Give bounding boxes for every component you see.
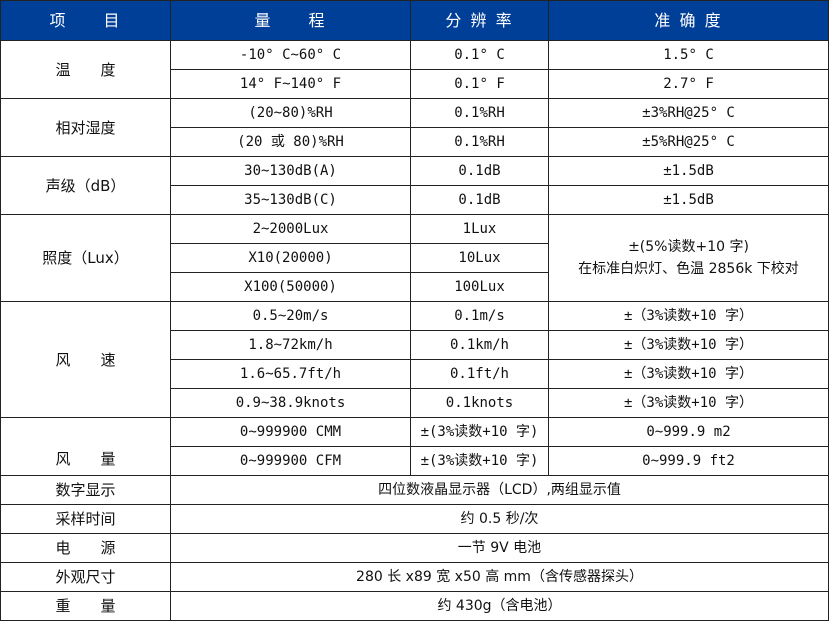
range-cell: 0.5~20m/s: [170, 301, 411, 331]
resolution-cell: 100Lux: [410, 272, 549, 302]
value-cell: 约 0.5 秒/次: [170, 504, 829, 534]
accuracy-cell: 1.5° C: [548, 40, 829, 70]
value-cell: 四位数液晶显示器（LCD）,两组显示值: [170, 475, 829, 505]
accuracy-line: 在标准白炽灯、色温 2856k 下校对: [578, 261, 799, 277]
resolution-cell: ±(3%读数+10 字): [410, 446, 549, 476]
range-cell: X10(20000): [170, 243, 411, 273]
row-label: 风 速: [0, 301, 171, 418]
resolution-cell: 0.1dB: [410, 156, 549, 186]
range-cell: (20~80)%RH: [170, 98, 411, 128]
table-row: 0~999900 CFM ±(3%读数+10 字) 0~999.9 ft2: [1, 446, 829, 476]
range-cell: 0.9~38.9knots: [170, 388, 411, 418]
table-row: X100(50000) 100Lux: [1, 272, 829, 302]
accuracy-cell: ±1.5dB: [548, 156, 829, 186]
range-cell: 14° F~140° F: [170, 69, 411, 99]
value-cell: 一节 9V 电池: [170, 533, 829, 563]
accuracy-cell: ±1.5dB: [548, 185, 829, 215]
accuracy-cell: 2.7° F: [548, 69, 829, 99]
accuracy-cell: ±（3%读数+10 字）: [548, 388, 829, 418]
table-row: 数字显示 四位数液晶显示器（LCD）,两组显示值: [0, 475, 829, 505]
table-row: 1.6~65.7ft/h 0.1ft/h ±（3%读数+10 字）: [1, 359, 829, 389]
accuracy-cell: ±(5%读数+10 字) 在标准白炽灯、色温 2856k 下校对: [548, 214, 829, 302]
table-row: 1.8~72km/h 0.1km/h ±（3%读数+10 字）: [1, 330, 829, 360]
header-range: 量 程: [170, 0, 411, 41]
resolution-cell: 0.1° C: [410, 40, 549, 70]
range-cell: 35~130dB(C): [170, 185, 411, 215]
resolution-cell: 1Lux: [410, 214, 549, 244]
accuracy-cell: 0~999.9 m2: [548, 417, 829, 447]
table-row: 重 量约 430g（含电池）: [0, 591, 829, 621]
range-cell: 1.8~72km/h: [170, 330, 411, 360]
accuracy-line: ±(5%读数+10 字): [628, 239, 749, 255]
table-row: (20 或 80)%RH 0.1%RH ±5%RH@25° C: [1, 127, 829, 157]
resolution-cell: 0.1ft/h: [410, 359, 549, 389]
table-row: 温 度 -10° C~60° C 0.1° C 1.5° C: [0, 40, 829, 99]
row-label: 电 源: [0, 533, 171, 563]
range-cell: (20 或 80)%RH: [170, 127, 411, 157]
resolution-cell: 0.1knots: [410, 388, 549, 418]
resolution-cell: 10Lux: [410, 243, 549, 273]
range-cell: 1.6~65.7ft/h: [170, 359, 411, 389]
row-label: 温 度: [0, 40, 171, 99]
range-cell: 0~999900 CMM: [170, 417, 411, 447]
header-item: 项 目: [0, 0, 171, 41]
row-label: 声级（dB）: [0, 156, 171, 215]
accuracy-cell: ±5%RH@25° C: [548, 127, 829, 157]
header-accuracy: 准 确 度: [548, 0, 829, 41]
value-cell: 约 430g（含电池）: [170, 591, 829, 621]
header-row: 项 目 量 程 分 辨 率 准 确 度: [0, 0, 829, 41]
range-cell: 2~2000Lux: [170, 214, 411, 244]
range-cell: -10° C~60° C: [170, 40, 411, 70]
row-label: 外观尺寸: [0, 562, 171, 592]
accuracy-cell: ±（3%读数+10 字）: [548, 301, 829, 331]
table-row: 35~130dB(C) 0.1dB ±1.5dB: [1, 185, 829, 215]
resolution-cell: 0.1km/h: [410, 330, 549, 360]
row-label: 重 量: [0, 591, 171, 621]
resolution-cell: 0.1dB: [410, 185, 549, 215]
header-resolution: 分 辨 率: [410, 0, 549, 41]
row-label: 风 量: [0, 417, 171, 476]
table-row: 相对湿度 (20~80)%RH 0.1%RH ±3%RH@25° C: [0, 98, 829, 157]
value-cell: 280 长 x89 宽 x50 高 mm（含传感器探头）: [170, 562, 829, 592]
resolution-cell: ±(3%读数+10 字): [410, 417, 549, 447]
resolution-cell: 0.1%RH: [410, 127, 549, 157]
accuracy-cell: ±3%RH@25° C: [548, 98, 829, 128]
accuracy-cell: ±（3%读数+10 字）: [548, 330, 829, 360]
accuracy-cell: ±（3%读数+10 字）: [548, 359, 829, 389]
row-label: 采样时间: [0, 504, 171, 534]
table-row: X10(20000) 10Lux: [1, 243, 829, 273]
range-cell: 0~999900 CFM: [170, 446, 411, 476]
row-label: 照度（Lux）: [0, 214, 171, 302]
table-row: 14° F~140° F 0.1° F 2.7° F: [1, 69, 829, 99]
row-label: 数字显示: [0, 475, 171, 505]
table-row: 电 源一节 9V 电池: [0, 533, 829, 563]
range-cell: X100(50000): [170, 272, 411, 302]
table-row: 照度（Lux） 2~2000Lux 1Lux ±(5%读数+10 字) 在标准白炽灯、色…: [0, 214, 829, 302]
table-row: 外观尺寸 280 长 x89 宽 x50 高 mm（含传感器探头）: [0, 562, 829, 592]
accuracy-cell: 0~999.9 ft2: [548, 446, 829, 476]
resolution-cell: 0.1° F: [410, 69, 549, 99]
resolution-cell: 0.1m/s: [410, 301, 549, 331]
table-row: 声级（dB） 30~130dB(A) 0.1dB ±1.5dB: [0, 156, 829, 215]
range-cell: 30~130dB(A): [170, 156, 411, 186]
row-label: 相对湿度: [0, 98, 171, 157]
table-row: 采样时间约 0.5 秒/次: [0, 504, 829, 534]
table-row: 风 速 0.5~20m/s 0.1m/s ±（3%读数+10 字）: [0, 301, 829, 418]
resolution-cell: 0.1%RH: [410, 98, 549, 128]
table-row: 风 量 0~999900 CMM ±(3%读数+10 字) 0~999.9 m2: [0, 417, 829, 476]
table-row: 0.9~38.9knots 0.1knots ±（3%读数+10 字）: [1, 388, 829, 418]
